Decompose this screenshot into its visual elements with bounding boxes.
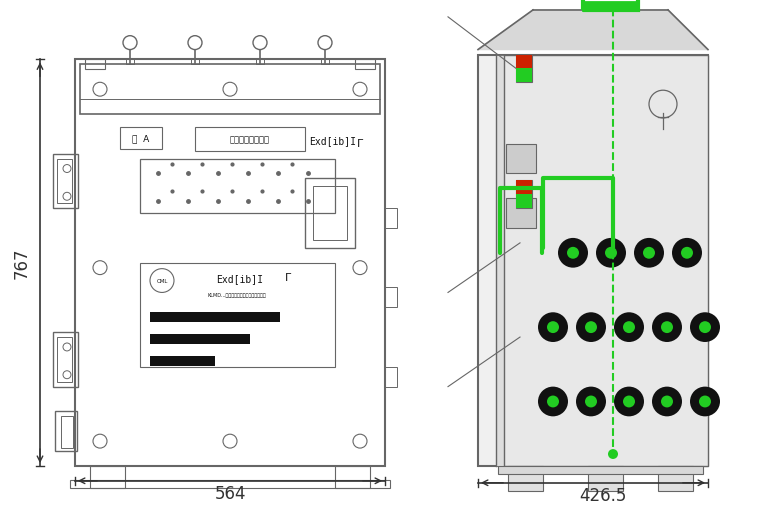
Bar (583, 3, 638, 11)
Bar (496, 56, 504, 466)
Circle shape (558, 238, 588, 268)
Circle shape (672, 238, 702, 268)
Bar (516, 181, 532, 209)
Bar (191, 60, 199, 65)
Bar (516, 181, 532, 195)
Text: Γ: Γ (357, 138, 363, 148)
Bar (90, 466, 125, 488)
Circle shape (690, 387, 720, 417)
Text: 564: 564 (214, 484, 245, 501)
Bar (195, 128, 305, 152)
Bar (516, 56, 532, 69)
Bar (583, 0, 638, 11)
Text: 防  A: 防 A (132, 134, 150, 143)
Bar (313, 187, 347, 240)
Bar (385, 288, 397, 308)
Circle shape (576, 387, 606, 417)
Circle shape (614, 387, 644, 417)
Circle shape (538, 387, 568, 417)
Circle shape (608, 449, 618, 459)
Circle shape (661, 396, 673, 408)
Circle shape (643, 247, 655, 259)
Text: 严禁并下带电开盖: 严禁并下带电开盖 (230, 135, 270, 144)
Bar (126, 60, 134, 65)
Circle shape (623, 322, 635, 333)
Bar (150, 313, 280, 323)
Bar (305, 179, 355, 248)
Circle shape (699, 396, 711, 408)
Bar (140, 159, 335, 214)
Bar (506, 199, 536, 229)
Bar (75, 61, 385, 466)
Bar (498, 466, 703, 474)
Circle shape (547, 322, 559, 333)
Bar (321, 60, 329, 65)
Bar (53, 332, 78, 387)
Circle shape (699, 322, 711, 333)
Circle shape (605, 247, 617, 259)
Bar (478, 56, 708, 466)
Text: Exd[ib]I: Exd[ib]I (309, 135, 356, 145)
Circle shape (690, 313, 720, 342)
Polygon shape (478, 11, 708, 51)
Bar (55, 412, 77, 451)
Circle shape (614, 313, 644, 342)
Bar (335, 466, 370, 488)
Circle shape (547, 396, 559, 408)
Bar (70, 480, 390, 488)
Text: Exd[ib]I: Exd[ib]I (217, 274, 264, 284)
Bar (385, 209, 397, 229)
Bar (508, 466, 543, 491)
Bar (355, 61, 375, 70)
Bar (658, 466, 693, 491)
Bar (150, 334, 250, 344)
Circle shape (623, 396, 635, 408)
Circle shape (634, 238, 664, 268)
Bar (498, 56, 708, 466)
Circle shape (585, 396, 597, 408)
Bar (120, 128, 162, 149)
Bar (85, 61, 105, 70)
Circle shape (652, 387, 682, 417)
Circle shape (596, 238, 626, 268)
Circle shape (681, 247, 693, 259)
Circle shape (585, 322, 597, 333)
Bar (516, 56, 532, 83)
Bar (256, 60, 264, 65)
Bar (506, 144, 536, 174)
Circle shape (661, 322, 673, 333)
Text: KLMD...产品规格及参数请查看铭牌标签: KLMD...产品规格及参数请查看铭牌标签 (207, 292, 266, 297)
Text: Γ: Γ (285, 272, 291, 282)
Bar (57, 337, 72, 382)
Bar (80, 65, 380, 115)
Circle shape (576, 313, 606, 342)
Bar (588, 466, 623, 491)
Text: 426.5: 426.5 (579, 486, 627, 503)
Bar (385, 367, 397, 387)
Bar (516, 195, 532, 209)
Bar (516, 69, 532, 83)
Circle shape (538, 313, 568, 342)
Text: CML: CML (157, 278, 168, 283)
Bar (61, 417, 73, 448)
Bar (140, 263, 335, 367)
Text: 767: 767 (13, 247, 31, 279)
Bar (150, 356, 215, 366)
Bar (53, 155, 78, 209)
Circle shape (567, 247, 579, 259)
Bar (57, 159, 72, 204)
Circle shape (652, 313, 682, 342)
